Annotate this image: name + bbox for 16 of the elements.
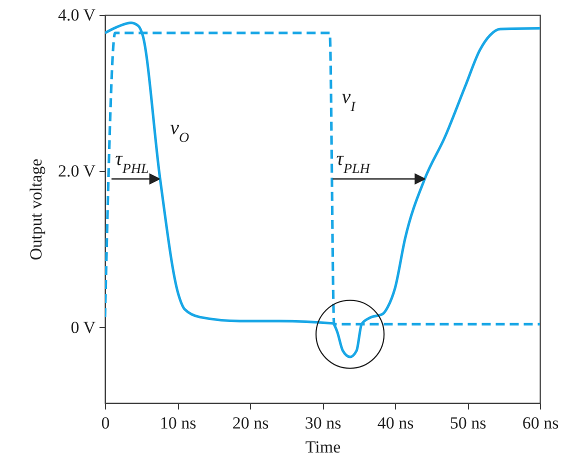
y-tick-label: 2.0 V [58,162,96,181]
y-tick-label: 0 V [70,318,96,337]
x-tick-label: 60 ns [522,414,559,432]
x-tick-label: 40 ns [377,414,414,432]
x-axis-title: Time [305,438,341,456]
annotation: τ$_{PHL}$ [115,148,149,176]
x-tick-label: 30 ns [304,414,342,432]
series-label: v$_{I}$ [342,86,357,114]
x-tick-label: 20 ns [232,414,269,432]
y-tick-label: 4.0 V [58,6,96,24]
series-label: v$_{O}$ [170,116,190,146]
annotation: τ$_{PLH}$ [336,148,371,176]
x-tick-label: 50 ns [450,414,486,432]
y-axis-title: Output voltage [26,158,46,260]
x-tick-label: 0 [101,414,110,432]
x-tick-label: 10 ns [160,414,196,432]
